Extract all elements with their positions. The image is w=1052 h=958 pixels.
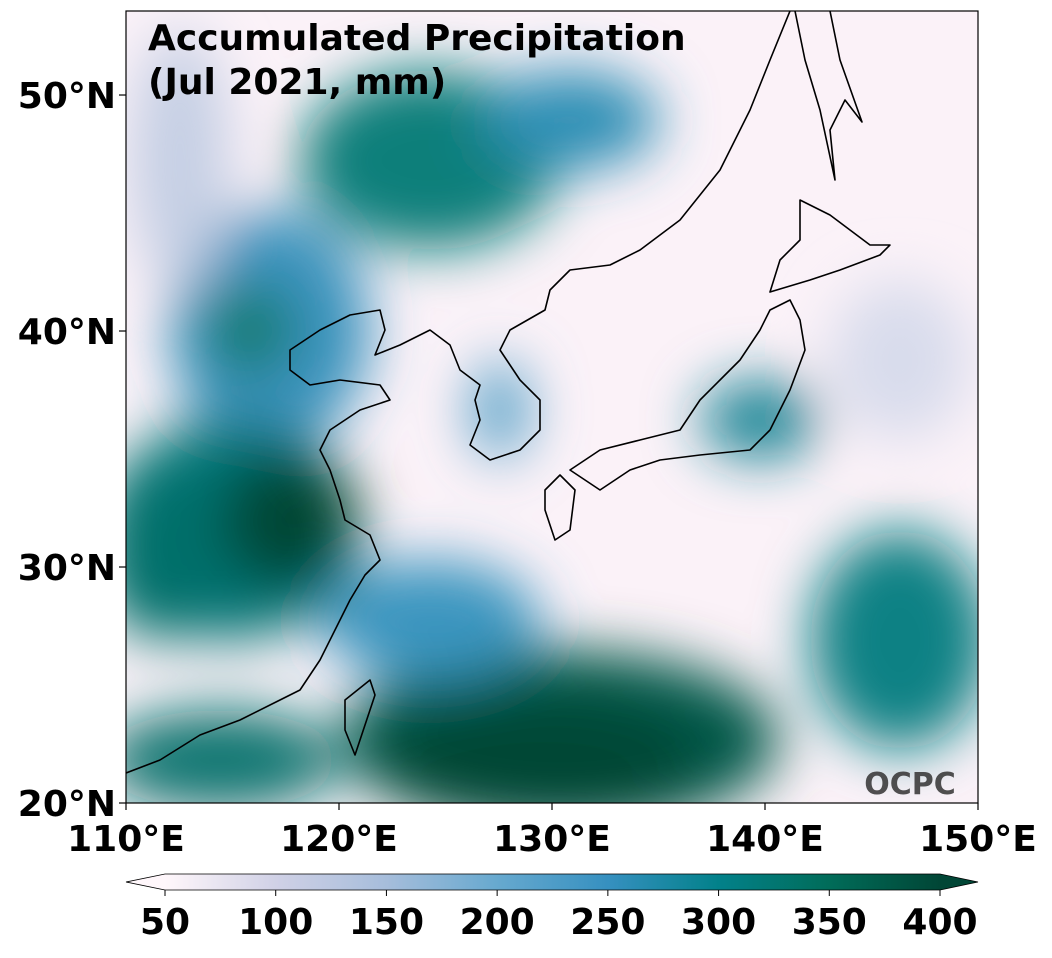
lon-tick-label: 130°E <box>493 819 611 860</box>
colorbar-tick-label: 400 <box>902 902 977 943</box>
watermark: OCPC <box>864 767 956 802</box>
map-title: Accumulated Precipitation <box>148 18 686 59</box>
colorbar-tick-label: 300 <box>681 902 756 943</box>
coastlines <box>126 11 891 774</box>
lat-tick-label: 20°N <box>18 784 116 825</box>
lon-tick-label: 140°E <box>706 819 824 860</box>
lat-tick-label: 30°N <box>18 548 116 589</box>
lat-tick-label: 50°N <box>18 76 116 117</box>
colorbar-tick-label: 50 <box>140 902 190 943</box>
map-title: (Jul 2021, mm) <box>148 62 446 103</box>
precip-field <box>126 11 978 803</box>
colorbar-tick-label: 350 <box>792 902 867 943</box>
lon-tick-label: 110°E <box>67 819 185 860</box>
colorbar-tick-label: 150 <box>349 902 424 943</box>
lon-tick-label: 120°E <box>280 819 398 860</box>
colorbar-tick-label: 250 <box>570 902 645 943</box>
colorbar-tick-label: 100 <box>238 902 313 943</box>
colorbar <box>125 873 979 891</box>
colorbar-tick-label: 200 <box>460 902 535 943</box>
lon-tick-label: 150°E <box>919 819 1037 860</box>
lat-tick-label: 40°N <box>18 312 116 353</box>
